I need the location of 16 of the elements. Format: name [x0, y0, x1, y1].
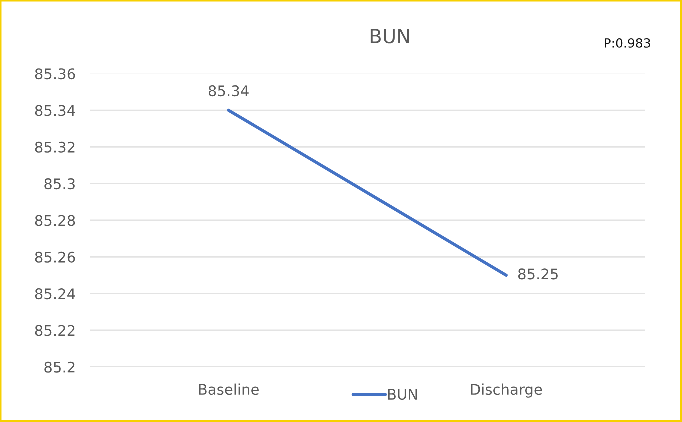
- y-tick-label: 85.32: [35, 142, 75, 153]
- data-label: 85.34: [208, 86, 249, 97]
- x-tick-label: Baseline: [199, 384, 259, 396]
- y-tick-label: 85.26: [35, 252, 76, 263]
- y-tick-label: 85.34: [35, 105, 76, 116]
- y-tick-label: 85.3: [44, 178, 75, 190]
- x-tick-label: Discharge: [471, 384, 542, 398]
- data-label: 85.25: [518, 268, 558, 280]
- y-tick-label: 85.24: [35, 288, 76, 300]
- chart-title: BUN: [370, 29, 410, 44]
- y-tick-label: 85.36: [35, 68, 76, 80]
- y-tick-label: 85.28: [35, 215, 76, 226]
- y-tick-label: 85.22: [35, 325, 75, 336]
- text: P:0.983: [605, 38, 650, 48]
- y-tick-label: 85.2: [44, 362, 75, 373]
- legend-label: BUN: [388, 389, 418, 400]
